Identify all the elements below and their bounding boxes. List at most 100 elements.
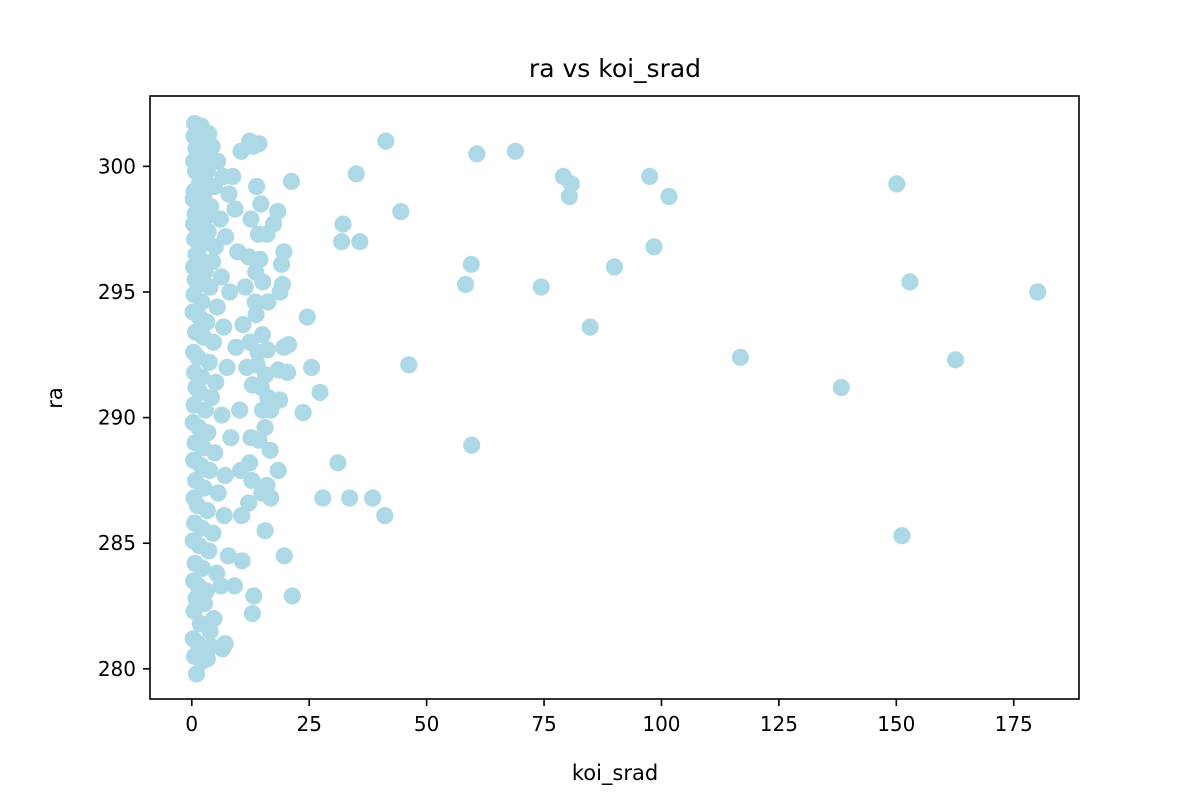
data-point: [252, 195, 270, 213]
data-point: [200, 542, 218, 560]
data-point: [605, 258, 624, 276]
data-point: [333, 233, 351, 251]
data-point: [334, 215, 352, 233]
data-point: [219, 547, 237, 565]
data-point: [222, 429, 240, 447]
data-point: [215, 318, 233, 336]
data-point: [256, 522, 274, 540]
data-point: [254, 273, 272, 291]
data-point: [294, 404, 312, 422]
data-point: [532, 278, 550, 296]
data-point: [213, 640, 231, 658]
data-point: [233, 506, 251, 525]
data-point: [240, 494, 258, 512]
data-point: [246, 293, 264, 311]
data-point: [562, 175, 580, 193]
data-point: [641, 167, 659, 185]
x-tick-label: 100: [642, 712, 680, 736]
data-point: [226, 200, 244, 218]
x-tick-label: 150: [877, 712, 915, 736]
data-point: [400, 356, 418, 374]
data-point: [198, 162, 216, 180]
data-point: [224, 167, 242, 185]
data-point: [207, 373, 225, 391]
data-point: [262, 489, 280, 507]
data-point: [258, 225, 276, 243]
y-tick-label: 280: [98, 657, 136, 681]
data-point: [232, 461, 250, 479]
data-point: [506, 142, 524, 160]
data-point: [209, 484, 227, 502]
data-point: [283, 587, 301, 605]
data-point: [256, 419, 274, 437]
data-point: [832, 378, 850, 397]
data-point: [279, 363, 297, 381]
plot-frame: [149, 95, 1080, 700]
data-point: [893, 527, 911, 545]
data-point: [462, 255, 480, 273]
data-point: [231, 401, 249, 419]
x-tick-label: 175: [995, 712, 1033, 736]
data-point: [227, 338, 245, 356]
data-point: [198, 313, 216, 331]
y-tick-label: 285: [98, 531, 136, 555]
data-point: [314, 489, 332, 507]
data-point: [204, 333, 222, 351]
data-point: [208, 298, 226, 316]
data-point: [194, 559, 212, 578]
data-points: [184, 115, 1047, 683]
y-axis: 280 285 290 295 300: [98, 154, 150, 681]
data-point: [200, 353, 218, 371]
data-point: [221, 283, 239, 301]
data-point: [258, 341, 276, 359]
y-tick-label: 300: [98, 154, 136, 178]
data-point: [457, 275, 475, 293]
data-point: [201, 622, 219, 640]
data-point: [731, 348, 750, 366]
data-point: [392, 203, 410, 221]
data-point: [280, 336, 298, 354]
data-point: [272, 255, 291, 273]
data-point: [269, 461, 287, 479]
data-point: [201, 461, 219, 479]
data-point: [364, 489, 382, 507]
data-point: [233, 552, 251, 570]
data-point: [198, 650, 216, 668]
data-point: [206, 444, 224, 462]
y-axis-label: ra: [43, 387, 67, 409]
x-axis-label: koi_srad: [572, 761, 658, 786]
data-point: [660, 187, 678, 206]
x-tick-label: 50: [414, 712, 439, 736]
data-point: [225, 577, 244, 595]
data-point: [199, 424, 217, 442]
data-point: [212, 268, 230, 286]
data-point: [463, 436, 481, 454]
data-point: [243, 471, 261, 489]
x-tick-label: 0: [185, 712, 198, 736]
data-point: [351, 233, 369, 251]
data-point: [329, 454, 347, 472]
data-point: [245, 587, 263, 605]
data-point: [341, 489, 359, 507]
data-point: [273, 275, 291, 293]
data-point: [303, 358, 321, 376]
data-point: [468, 145, 486, 163]
data-point: [645, 238, 663, 256]
data-point: [1029, 283, 1047, 301]
data-point: [243, 376, 261, 394]
data-point: [259, 293, 277, 311]
x-tick-label: 25: [296, 712, 321, 736]
data-point: [242, 210, 260, 228]
data-point: [282, 172, 300, 190]
data-point: [236, 278, 254, 296]
data-point: [215, 506, 233, 525]
y-tick-label: 290: [98, 406, 136, 430]
data-point: [253, 326, 271, 344]
data-point: [196, 401, 214, 419]
data-point: [247, 306, 265, 324]
chart-title: ra vs koi_srad: [529, 54, 701, 83]
data-point: [220, 185, 238, 203]
data-point: [901, 273, 919, 291]
y-tick-label: 295: [98, 280, 136, 304]
